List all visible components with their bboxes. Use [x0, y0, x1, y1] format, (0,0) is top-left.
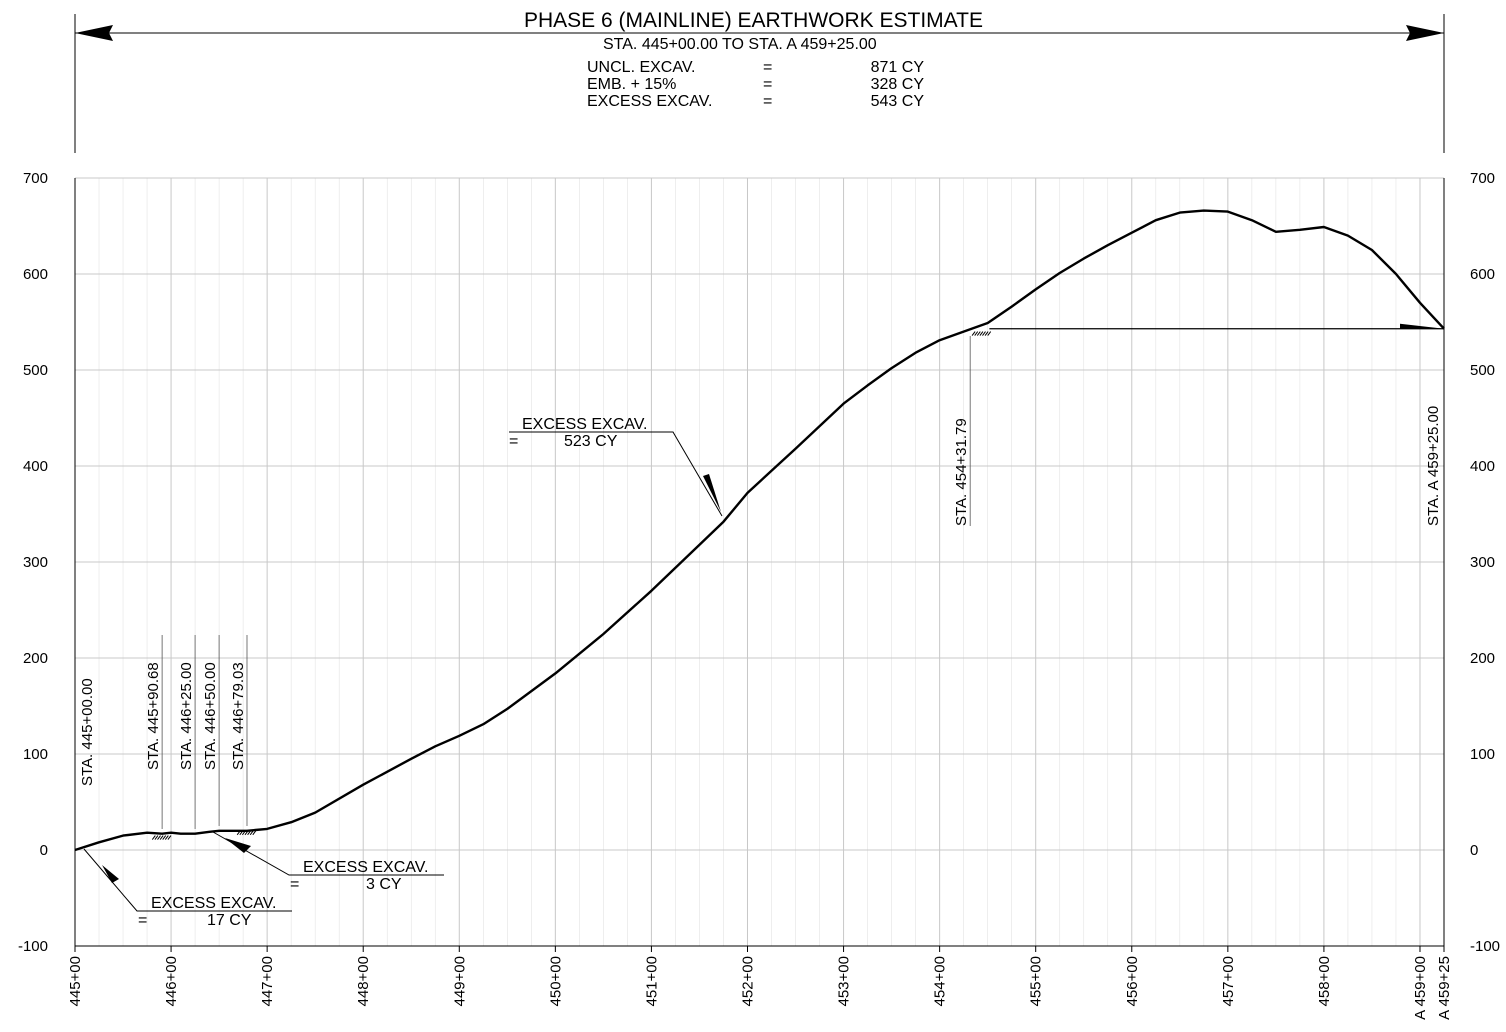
annotation-leader	[83, 848, 292, 912]
y-tick-label-right: 0	[1470, 842, 1478, 859]
chart-title: PHASE 6 (MAINLINE) EARTHWORK ESTIMATE	[524, 9, 983, 32]
y-tick-label-right: 600	[1470, 266, 1495, 283]
y-tick-label-left: 600	[23, 266, 48, 283]
balance-hatch	[971, 331, 992, 336]
x-tick-label: 453+00	[836, 956, 853, 1006]
annotation-heading: EXCESS EXCAV.	[303, 859, 428, 876]
station-label: STA. A 459+25.00	[1425, 406, 1442, 526]
station-label: STA. 446+50.00	[202, 662, 219, 770]
x-tick-label: 458+00	[1316, 956, 1333, 1006]
x-tick-label: 454+00	[932, 956, 949, 1006]
y-tick-label-left: 0	[40, 842, 48, 859]
y-tick-label-right: -100	[1470, 938, 1500, 955]
station-range: STA. 445+00.00 TO STA. A 459+25.00	[603, 36, 877, 53]
x-tick-label: 445+00	[67, 956, 84, 1006]
y-tick-label-right: 700	[1470, 170, 1495, 187]
mass-haul-curve	[74, 209, 1445, 852]
x-tick-label: 450+00	[547, 956, 564, 1006]
annotation-arrow-icon	[225, 838, 251, 853]
y-tick-label-right: 200	[1470, 650, 1495, 667]
annotation-value: 17 CY	[207, 912, 252, 929]
summary-eq-uncl-excav: =	[763, 59, 773, 76]
balance-arrow-icon	[1400, 323, 1444, 329]
annotation-arrow-icon	[102, 865, 119, 883]
summary-value-emb: 328 CY	[870, 76, 924, 93]
y-tick-label-right: 300	[1470, 554, 1495, 571]
y-tick-label-left: 200	[23, 650, 48, 667]
annotation-heading: EXCESS EXCAV.	[522, 416, 647, 433]
station-label: STA. 446+79.03	[230, 662, 247, 770]
y-tick-label-left: 500	[23, 362, 48, 379]
station-label: STA. 445+00.00	[79, 678, 96, 786]
balance-hatch	[151, 835, 172, 840]
x-tick-label: 451+00	[643, 956, 660, 1006]
y-tick-label-right: 400	[1470, 458, 1495, 475]
x-tick-label: A 459+25	[1436, 956, 1453, 1020]
summary-value-excess-excav: 543 CY	[870, 93, 924, 110]
x-tick-label: 456+00	[1124, 956, 1141, 1006]
x-tick-label: 448+00	[355, 956, 372, 1006]
x-tick-label: 452+00	[739, 956, 756, 1006]
annotation-eq: =	[138, 912, 147, 929]
summary-label-emb: EMB. + 15%	[587, 76, 677, 93]
annotation-heading: EXCESS EXCAV.	[151, 895, 276, 912]
summary-value-uncl-excav: 871 CY	[870, 59, 924, 76]
annotation-arrow-icon	[703, 474, 721, 512]
span-arrow-left-icon	[75, 25, 113, 41]
summary-label-uncl-excav: UNCL. EXCAV.	[587, 59, 696, 76]
station-label: STA. 454+31.79	[953, 418, 970, 526]
x-tick-label: A 459+00	[1412, 956, 1429, 1020]
y-tick-label-left: 700	[23, 170, 48, 187]
x-tick-label: 449+00	[451, 956, 468, 1006]
span-arrow-right-icon	[1406, 25, 1444, 41]
annotation-eq: =	[509, 433, 518, 450]
summary-label-excess-excav: EXCESS EXCAV.	[587, 93, 713, 110]
y-tick-label-left: 300	[23, 554, 48, 571]
y-tick-label-left: 100	[23, 746, 48, 763]
x-tick-label: 457+00	[1220, 956, 1237, 1006]
annotation-leader	[509, 431, 723, 517]
x-tick-label: 446+00	[163, 956, 180, 1006]
summary-eq-excess-excav: =	[763, 93, 773, 110]
annotation-value: 523 CY	[564, 433, 618, 450]
annotation-eq: =	[290, 876, 299, 893]
station-label: STA. 445+90.68	[145, 662, 162, 770]
balance-hatch	[236, 830, 257, 836]
x-tick-label: 455+00	[1028, 956, 1045, 1006]
y-tick-label-right: 500	[1470, 362, 1495, 379]
station-label: STA. 446+25.00	[178, 662, 195, 770]
x-tick-label: 447+00	[259, 956, 276, 1006]
y-tick-label-right: 100	[1470, 746, 1495, 763]
y-tick-label-left: 400	[23, 458, 48, 475]
y-tick-label-left: -100	[18, 938, 48, 955]
summary-eq-emb: =	[763, 76, 773, 93]
annotation-value: 3 CY	[366, 876, 402, 893]
